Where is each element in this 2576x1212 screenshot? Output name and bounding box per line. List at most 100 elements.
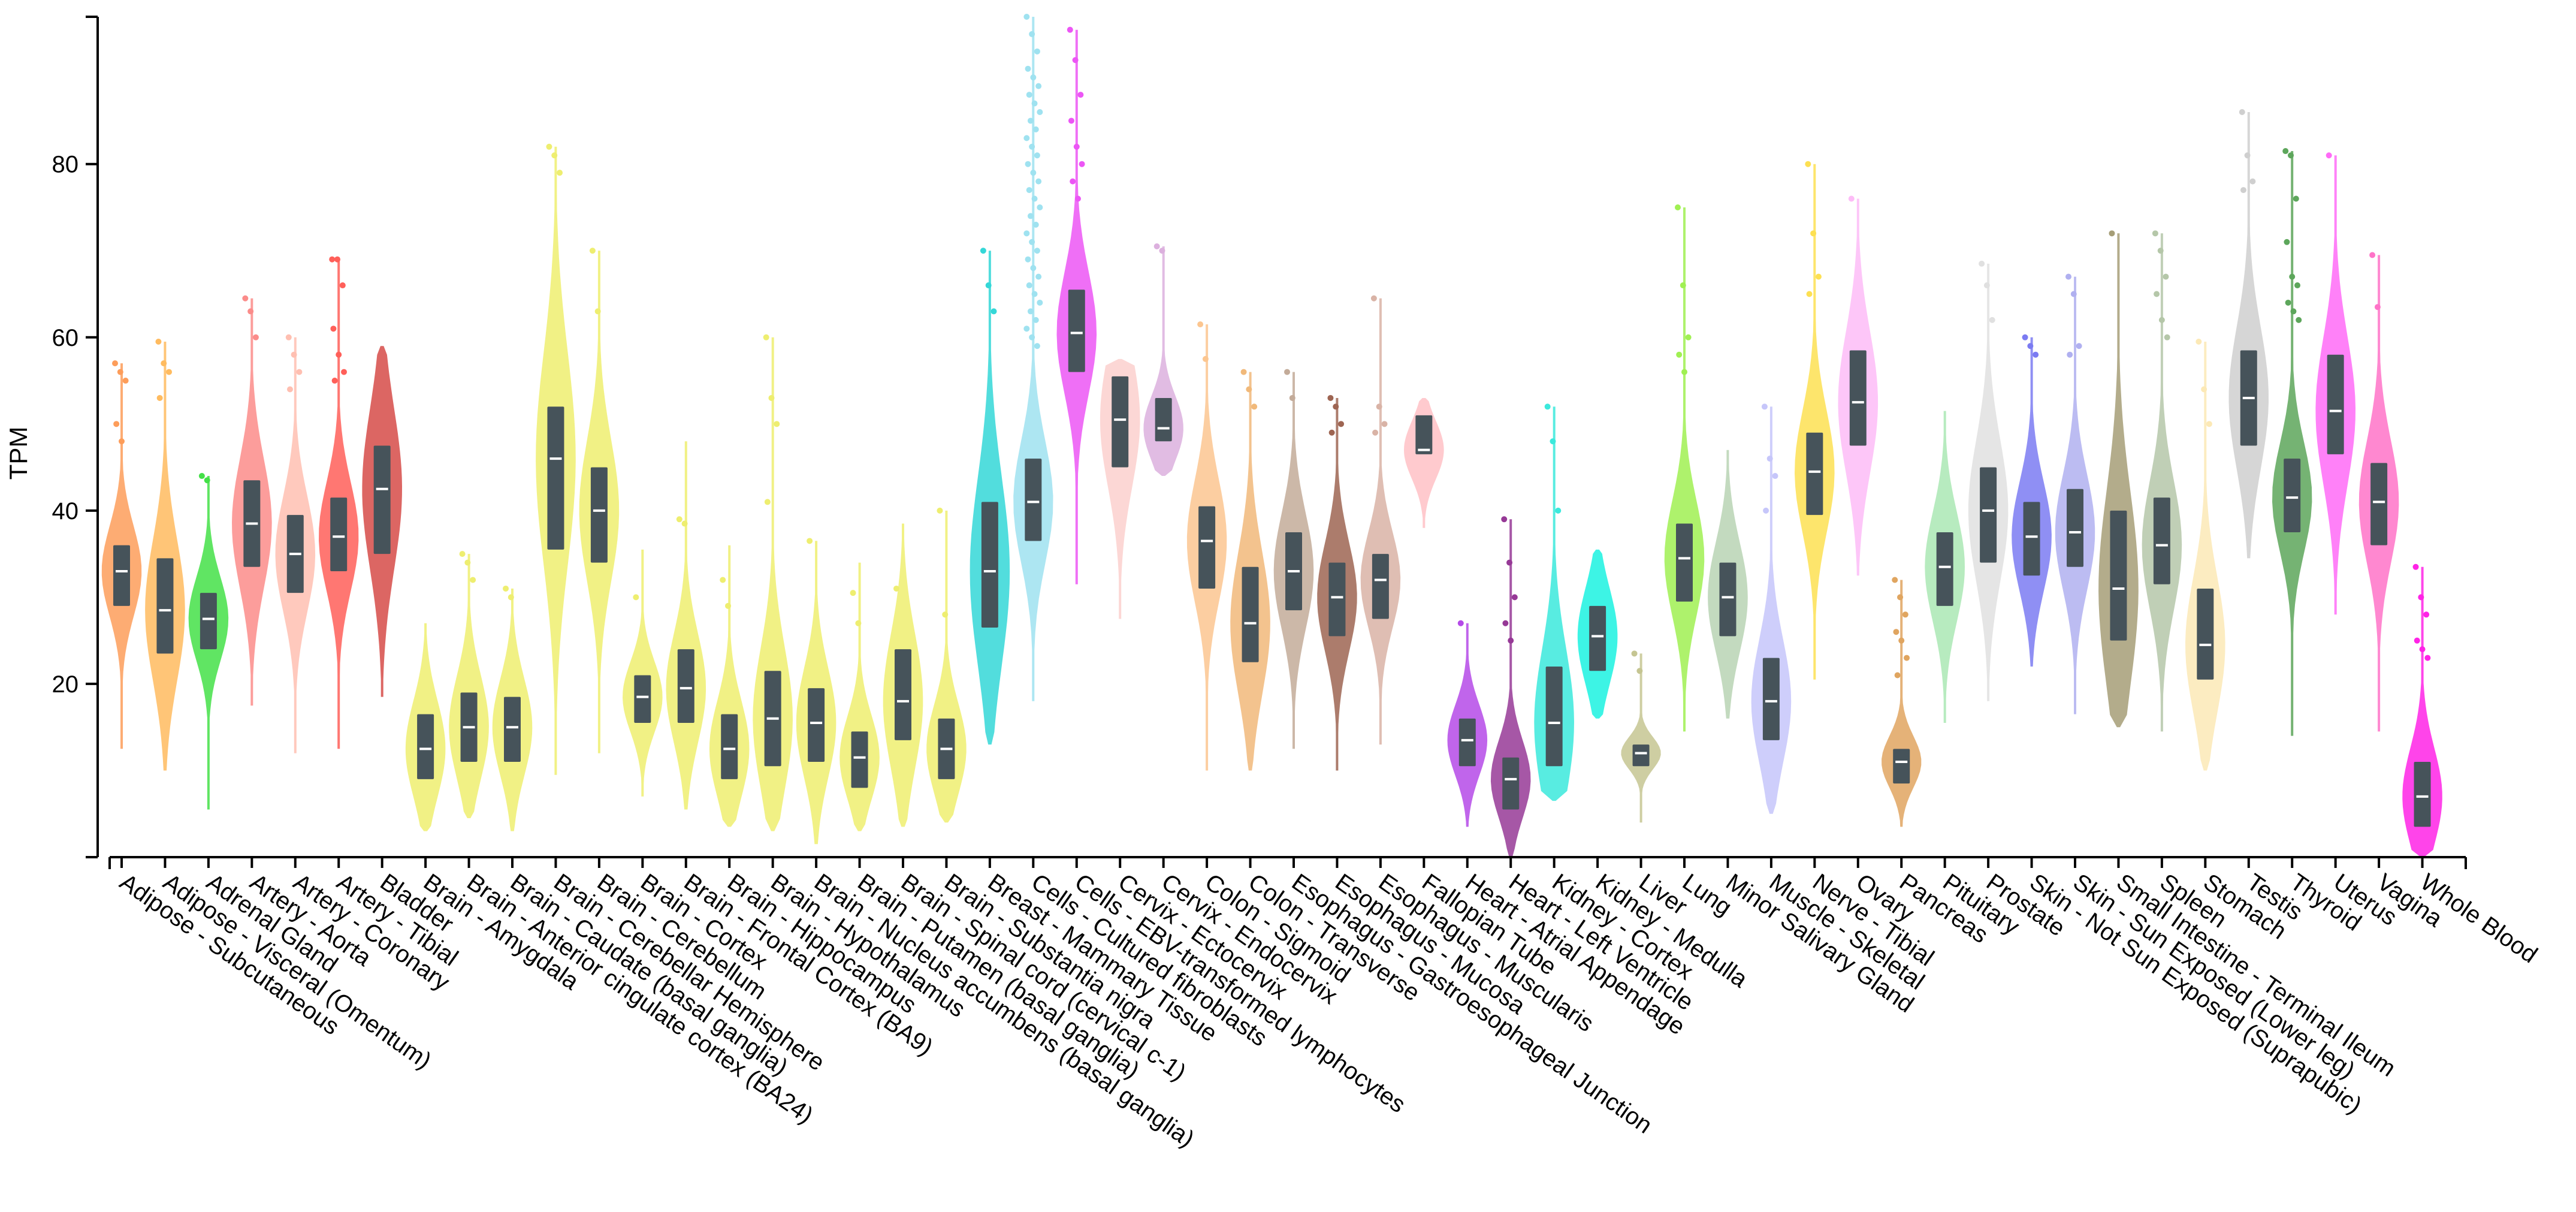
outlier-point [1070,178,1076,185]
violin-43 [1925,411,1965,723]
outlier-point [937,507,943,514]
violin-body [2228,112,2269,559]
violin-10 [492,585,533,831]
outlier-point [2239,108,2245,115]
outlier-point [720,577,726,583]
outlier-point [855,620,862,626]
outlier-point [807,538,813,544]
violin-body [2185,342,2225,771]
outlier-point [589,248,596,254]
violin-41 [1838,195,1879,576]
iqr-box [1198,506,1216,589]
outlier-point [1675,204,1681,210]
violin-23 [1056,26,1097,584]
violin-15 [709,545,750,827]
outlier-point [1370,295,1377,302]
outlier-point [1251,403,1258,410]
iqr-box [721,714,738,779]
outlier-point [2027,343,2034,349]
violin-body [449,554,489,818]
outlier-point [768,394,775,401]
outlier-point [1810,230,1817,237]
outlier-point [2326,152,2332,159]
outlier-point [156,394,163,401]
violin-6 [319,256,359,749]
violin-33 [1490,516,1531,857]
outlier-point [166,369,173,375]
outlier-point [2414,637,2420,644]
outlier-point [1381,421,1388,427]
outlier-point [1073,143,1080,150]
outlier-point [1037,108,1043,115]
outlier-point [2022,334,2028,340]
outlier-point [1848,195,1855,202]
outlier-point [1072,57,1079,64]
violin-44 [1968,260,2009,701]
outlier-point [2157,248,2164,254]
violin-26 [1186,321,1227,771]
outlier-point [1897,594,1904,601]
outlier-point [1511,594,1518,601]
y-tick-label: 60 [52,325,79,351]
outlier-point [503,585,509,592]
iqr-box [1458,718,1476,767]
outlier-point [1676,351,1683,358]
outlier-point [1029,239,1035,245]
outlier-point [1989,316,1995,323]
outlier-point [1026,282,1032,289]
outlier-point [681,520,688,527]
outlier-point [763,334,769,340]
outlier-point [296,369,303,375]
outlier-point [676,516,682,523]
y-axis-label: TPM [4,427,32,480]
violin-51 [2272,148,2312,736]
violin-46 [2055,273,2095,714]
outlier-point [2369,252,2376,258]
outlier-point [1030,74,1037,81]
violin-body [2272,151,2312,736]
violin-22 [1013,14,1053,701]
violin-17 [796,538,836,845]
outlier-point [1067,26,1073,33]
outlier-point [1246,386,1252,393]
outlier-point [1501,516,1508,523]
violin-18 [839,562,880,831]
outlier-point [1035,273,1042,280]
outlier-point [470,577,476,583]
outlier-point [1030,265,1037,272]
outlier-point [117,369,123,375]
outlier-point [1159,248,1165,254]
violin-34 [1534,403,1574,801]
violin-53 [2358,252,2399,732]
outlier-point [1327,394,1334,401]
outlier-point [893,585,899,592]
violin-36 [1621,650,1661,823]
outlier-point [551,152,558,159]
iqr-box [330,498,348,572]
outlier-point [1029,334,1035,340]
iqr-box [547,406,564,550]
outlier-point [247,308,254,315]
violin-body [926,510,967,823]
iqr-box [1719,562,1737,637]
violin-body [1882,580,1922,827]
outlier-point [1032,126,1039,132]
outlier-point [459,551,466,557]
outlier-point [1902,611,1908,618]
outlier-point [594,308,601,315]
outlier-point [942,611,949,618]
outlier-point [155,339,162,345]
outlier-point [2206,421,2212,427]
iqr-box [808,688,825,762]
outlier-point [1031,291,1038,297]
outlier-point [1027,117,1034,124]
outlier-point [1502,620,1509,626]
iqr-box [1112,376,1129,468]
iqr-box [1502,757,1520,810]
outlier-point [2284,239,2290,245]
iqr-box [981,502,998,628]
violin-39 [1751,403,1792,814]
outlier-point [1034,152,1040,159]
violin-35 [1577,549,1618,719]
outlier-point [331,378,338,384]
